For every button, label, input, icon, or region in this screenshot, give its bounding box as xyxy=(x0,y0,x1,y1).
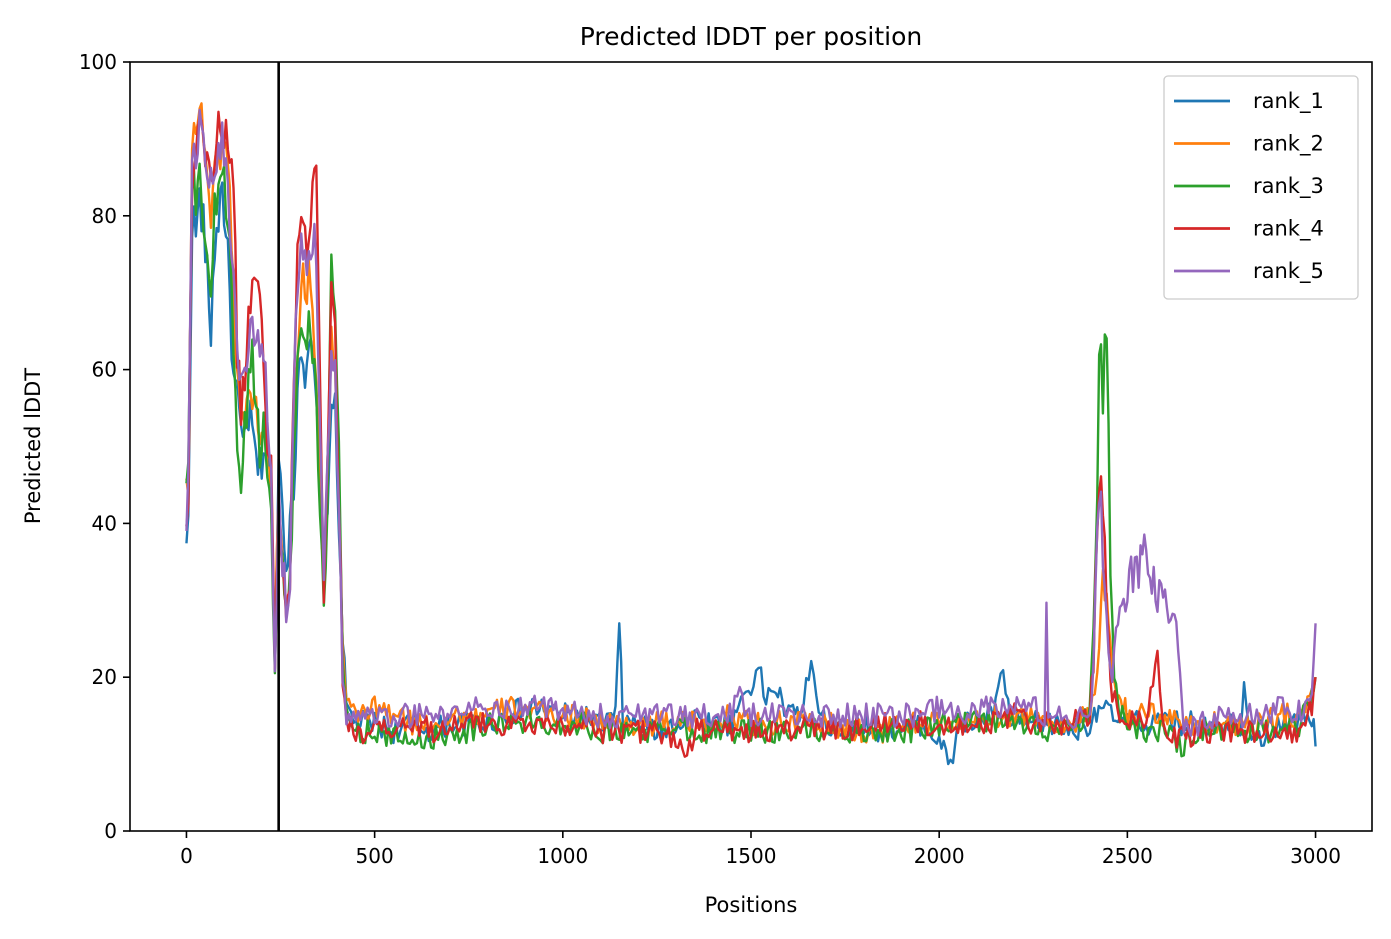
y-tick-label: 60 xyxy=(92,358,117,382)
x-tick-label: 500 xyxy=(356,844,394,868)
x-tick-label: 3000 xyxy=(1290,844,1341,868)
x-axis-label: Positions xyxy=(705,893,798,917)
legend-label-rank_5: rank_5 xyxy=(1253,259,1324,284)
series-layer xyxy=(185,102,1317,766)
x-axis-ticks: 0 500 1000 1500 2000 2500 3000 xyxy=(180,831,1341,868)
y-tick-label: 100 xyxy=(79,50,117,74)
chart-title: Predicted lDDT per position xyxy=(580,22,922,51)
x-tick-label: 0 xyxy=(180,844,193,868)
y-tick-label: 20 xyxy=(92,665,117,689)
y-tick-label: 40 xyxy=(92,511,117,535)
x-tick-label: 2000 xyxy=(914,844,965,868)
legend-label-rank_3: rank_3 xyxy=(1253,174,1324,199)
x-tick-label: 1000 xyxy=(537,844,588,868)
legend-box xyxy=(1163,75,1359,300)
y-tick-label: 0 xyxy=(104,819,117,843)
x-tick-label: 2500 xyxy=(1102,844,1153,868)
y-axis-ticks: 0 20 40 60 80 100 xyxy=(79,50,130,843)
y-axis-label: Predicted lDDT xyxy=(21,368,45,524)
legend-label-rank_1: rank_1 xyxy=(1253,89,1324,114)
legend-label-rank_4: rank_4 xyxy=(1253,217,1324,242)
legend-label-rank_2: rank_2 xyxy=(1253,132,1324,157)
legend: rank_1 rank_2 rank_3 rank_4 rank_5 xyxy=(1163,75,1359,300)
y-tick-label: 80 xyxy=(92,204,117,228)
x-tick-label: 1500 xyxy=(726,844,777,868)
series-line-rank_5 xyxy=(185,108,1317,737)
